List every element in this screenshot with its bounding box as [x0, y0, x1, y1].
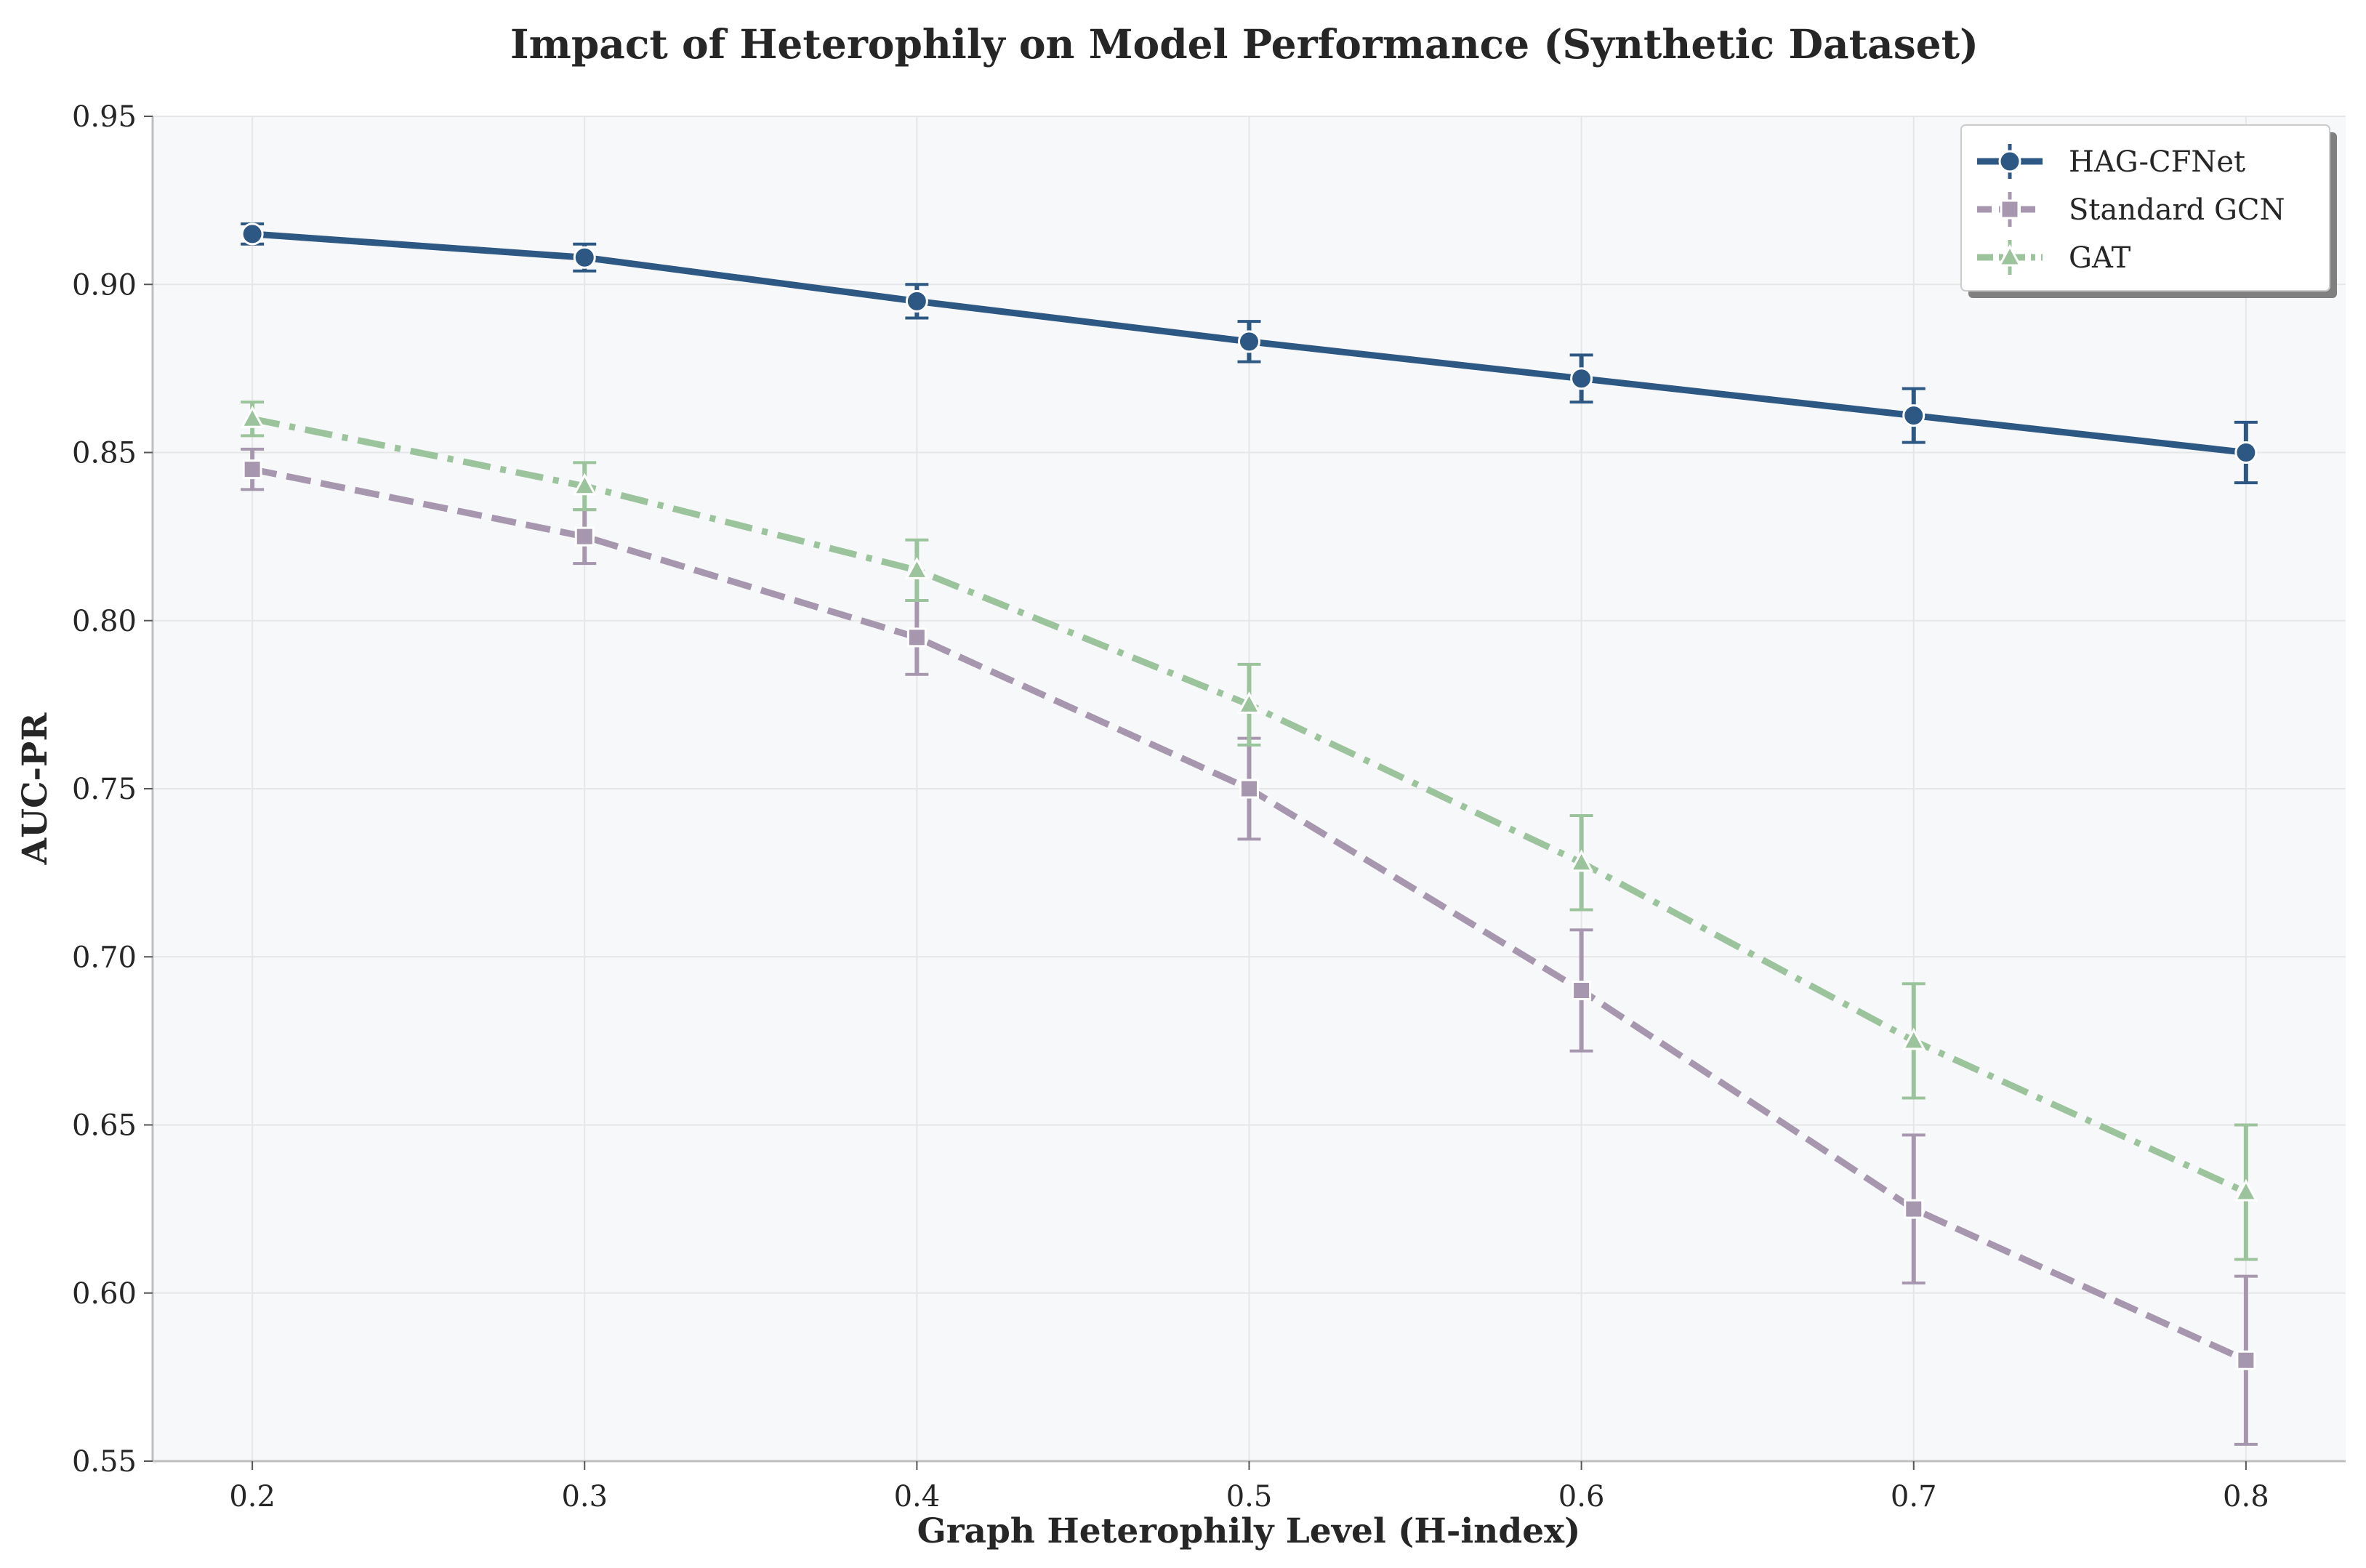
chart-title: Impact of Heterophily on Model Performan… [510, 20, 1979, 68]
series-standard-gcn [241, 447, 2258, 1446]
legend-items: HAG-CFNet Standard GCN GAT [1977, 144, 2285, 275]
y-tick-label: 0.80 [72, 605, 137, 638]
legend-gat-label: GAT [2069, 241, 2131, 275]
x-ticks: 0.2 0.3 0.4 0.5 0.6 0.7 0.8 [229, 1461, 2269, 1513]
x-tick-label: 0.4 [894, 1480, 941, 1513]
legend-hag-cfnet-marker [1998, 150, 2021, 173]
hag-cfnet-point [1570, 367, 1593, 390]
y-tick-label: 0.90 [72, 268, 137, 302]
legend-gat-marker [1997, 244, 2022, 267]
gat-point [1902, 1027, 1926, 1050]
gat-point [240, 406, 265, 428]
y-tick-label: 0.55 [72, 1445, 137, 1479]
hag-cfnet-point [241, 222, 264, 246]
standard-gcn-point [574, 526, 595, 547]
standard-gcn-point [1904, 1199, 1924, 1219]
hag-cfnet-point [1238, 330, 1260, 353]
legend-standard-gcn-label: Standard GCN [2069, 193, 2285, 227]
x-tick-label: 0.6 [1558, 1480, 1605, 1513]
legend-box [1960, 124, 2330, 292]
y-tick-label: 0.70 [72, 941, 137, 974]
series-gat [240, 401, 2258, 1261]
y-tick-label: 0.85 [72, 437, 137, 470]
gat-point [1569, 849, 1594, 872]
hag-cfnet-point [1902, 404, 1926, 427]
x-tick-label: 0.3 [561, 1480, 608, 1513]
series-hag-cfnet [241, 222, 2258, 485]
legend-hag-cfnet-label: HAG-CFNet [2069, 145, 2245, 179]
standard-gcn-point [906, 627, 927, 648]
y-axis-label: AUC-PR [15, 712, 55, 866]
x-tick-label: 0.5 [1226, 1480, 1273, 1513]
legend-standard-gcn-marker [2000, 199, 2020, 220]
gat-point [572, 473, 597, 496]
x-tick-label: 0.2 [229, 1480, 275, 1513]
y-tick-label: 0.95 [72, 100, 137, 134]
y-ticks: 0.55 0.60 0.65 0.70 0.75 0.80 0.85 0.90 0.95 [72, 100, 153, 1479]
hag-cfnet-point [2234, 441, 2258, 464]
y-tick-label: 0.65 [72, 1109, 137, 1143]
gat-point [2234, 1178, 2258, 1202]
standard-gcn-point [1239, 779, 1259, 799]
x-tick-label: 0.8 [2223, 1480, 2269, 1513]
legend: HAG-CFNet Standard GCN GAT [1960, 124, 2337, 298]
hag-cfnet-point [905, 289, 928, 313]
series-layer [240, 222, 2258, 1446]
hag-cfnet-point [573, 246, 596, 269]
standard-gcn-point [1572, 981, 1592, 1000]
x-axis-label: Graph Heterophily Level (H-index) [917, 1511, 1581, 1551]
gat-point [904, 557, 929, 579]
y-tick-label: 0.60 [72, 1277, 137, 1311]
standard-gcn-point [2236, 1350, 2256, 1370]
x-tick-label: 0.7 [1891, 1480, 1937, 1513]
standard-gcn-point [242, 459, 262, 480]
gat-point [1236, 691, 1262, 714]
y-tick-label: 0.75 [72, 773, 137, 806]
